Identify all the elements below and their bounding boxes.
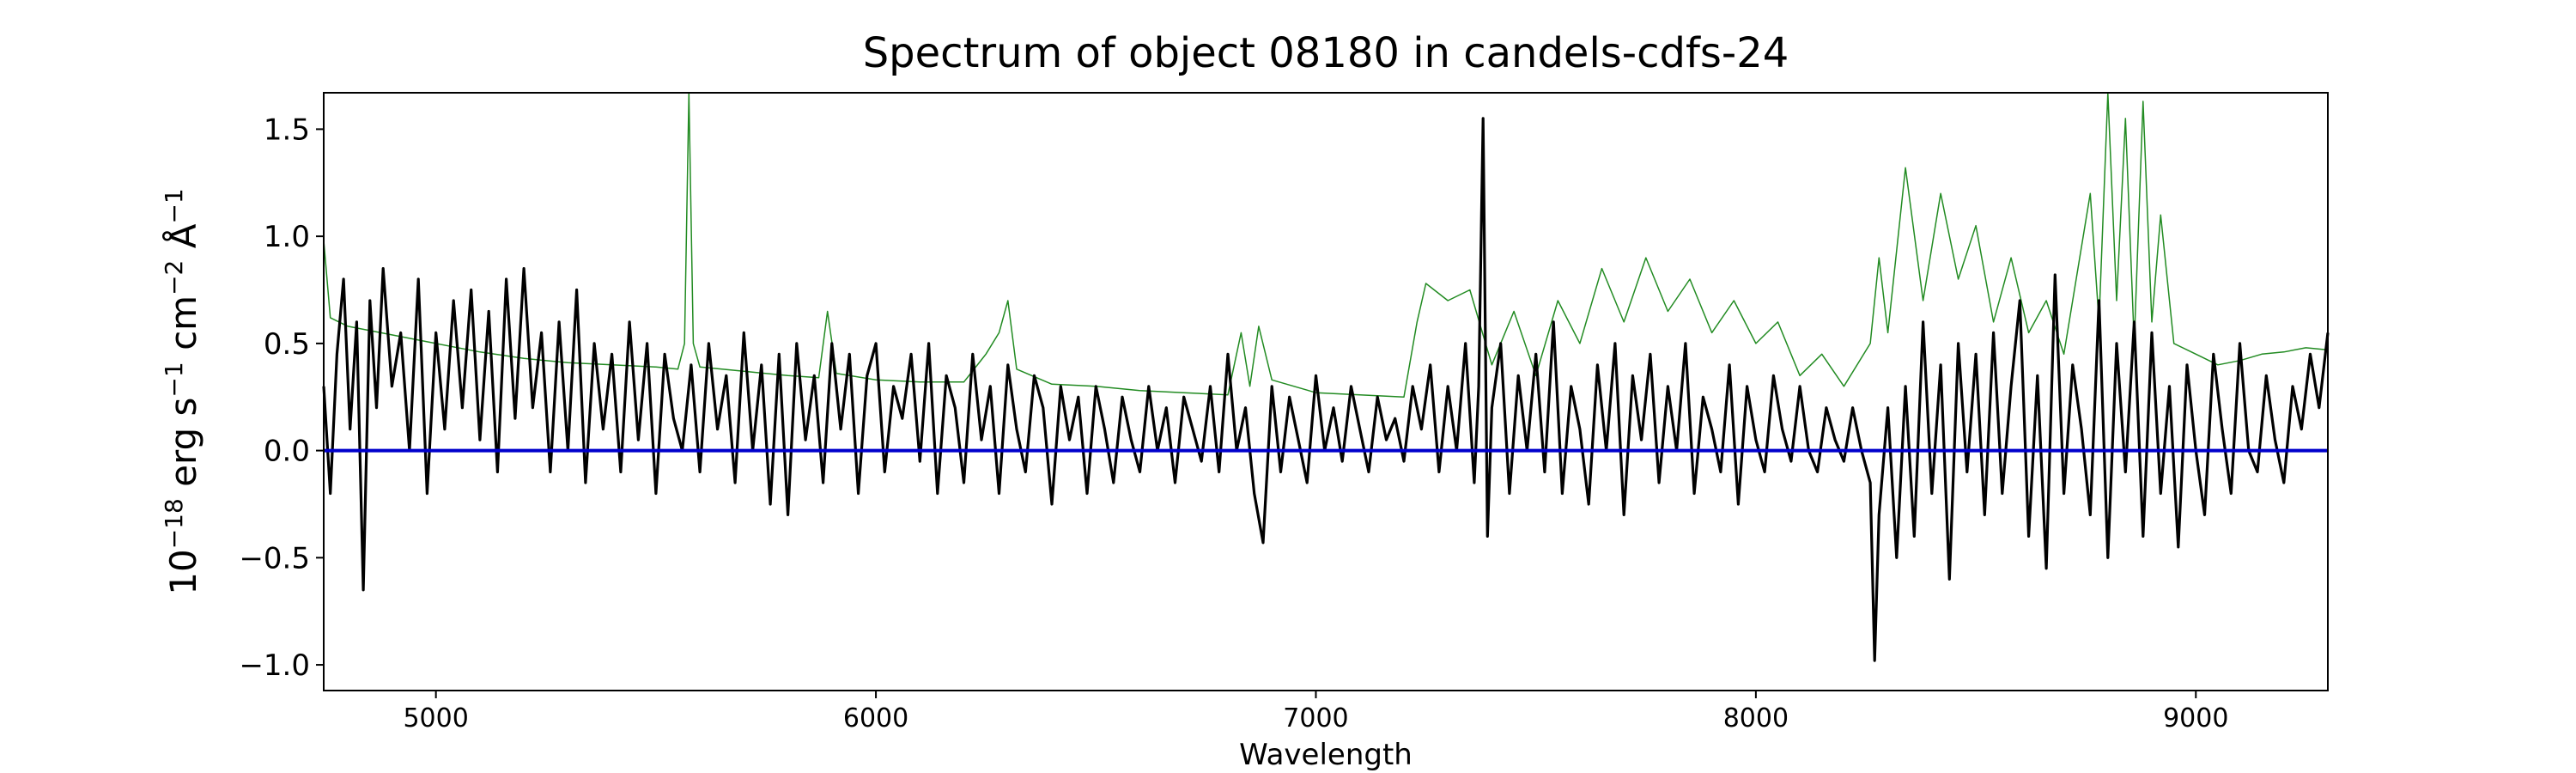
y-tick-label: 1.0: [264, 220, 310, 254]
y-tick-label: 1.5: [264, 113, 310, 147]
x-tick-label: 6000: [843, 703, 908, 733]
y-tick-label: 0.5: [264, 327, 310, 362]
series-line-error: [323, 92, 2329, 398]
y-tick-label: 0.0: [264, 435, 310, 469]
x-axis-label: Wavelength: [1239, 738, 1413, 772]
x-tick-label: 5000: [403, 703, 468, 733]
x-tick-label: 8000: [1723, 703, 1789, 733]
y-axis-label: 10−18 erg s−1 cm−2 Å−1: [160, 188, 204, 594]
x-axis-ticks: 5000 6000 7000 8000 9000: [403, 691, 2228, 733]
y-tick-label: −0.5: [239, 541, 310, 575]
y-tick-label: −1.0: [239, 648, 310, 683]
axes-frame: [323, 92, 2329, 691]
y-axis-ticks: 1.5 1.0 0.5 0.0 −0.5 −1.0: [239, 113, 324, 683]
chart-title: Spectrum of object 08180 in candels-cdfs…: [863, 29, 1789, 77]
x-tick-label: 7000: [1283, 703, 1348, 733]
series-line-flux: [322, 117, 2330, 662]
x-tick-label: 9000: [2163, 703, 2228, 733]
series-layer: [322, 92, 2330, 662]
plot-area: [322, 92, 2330, 691]
